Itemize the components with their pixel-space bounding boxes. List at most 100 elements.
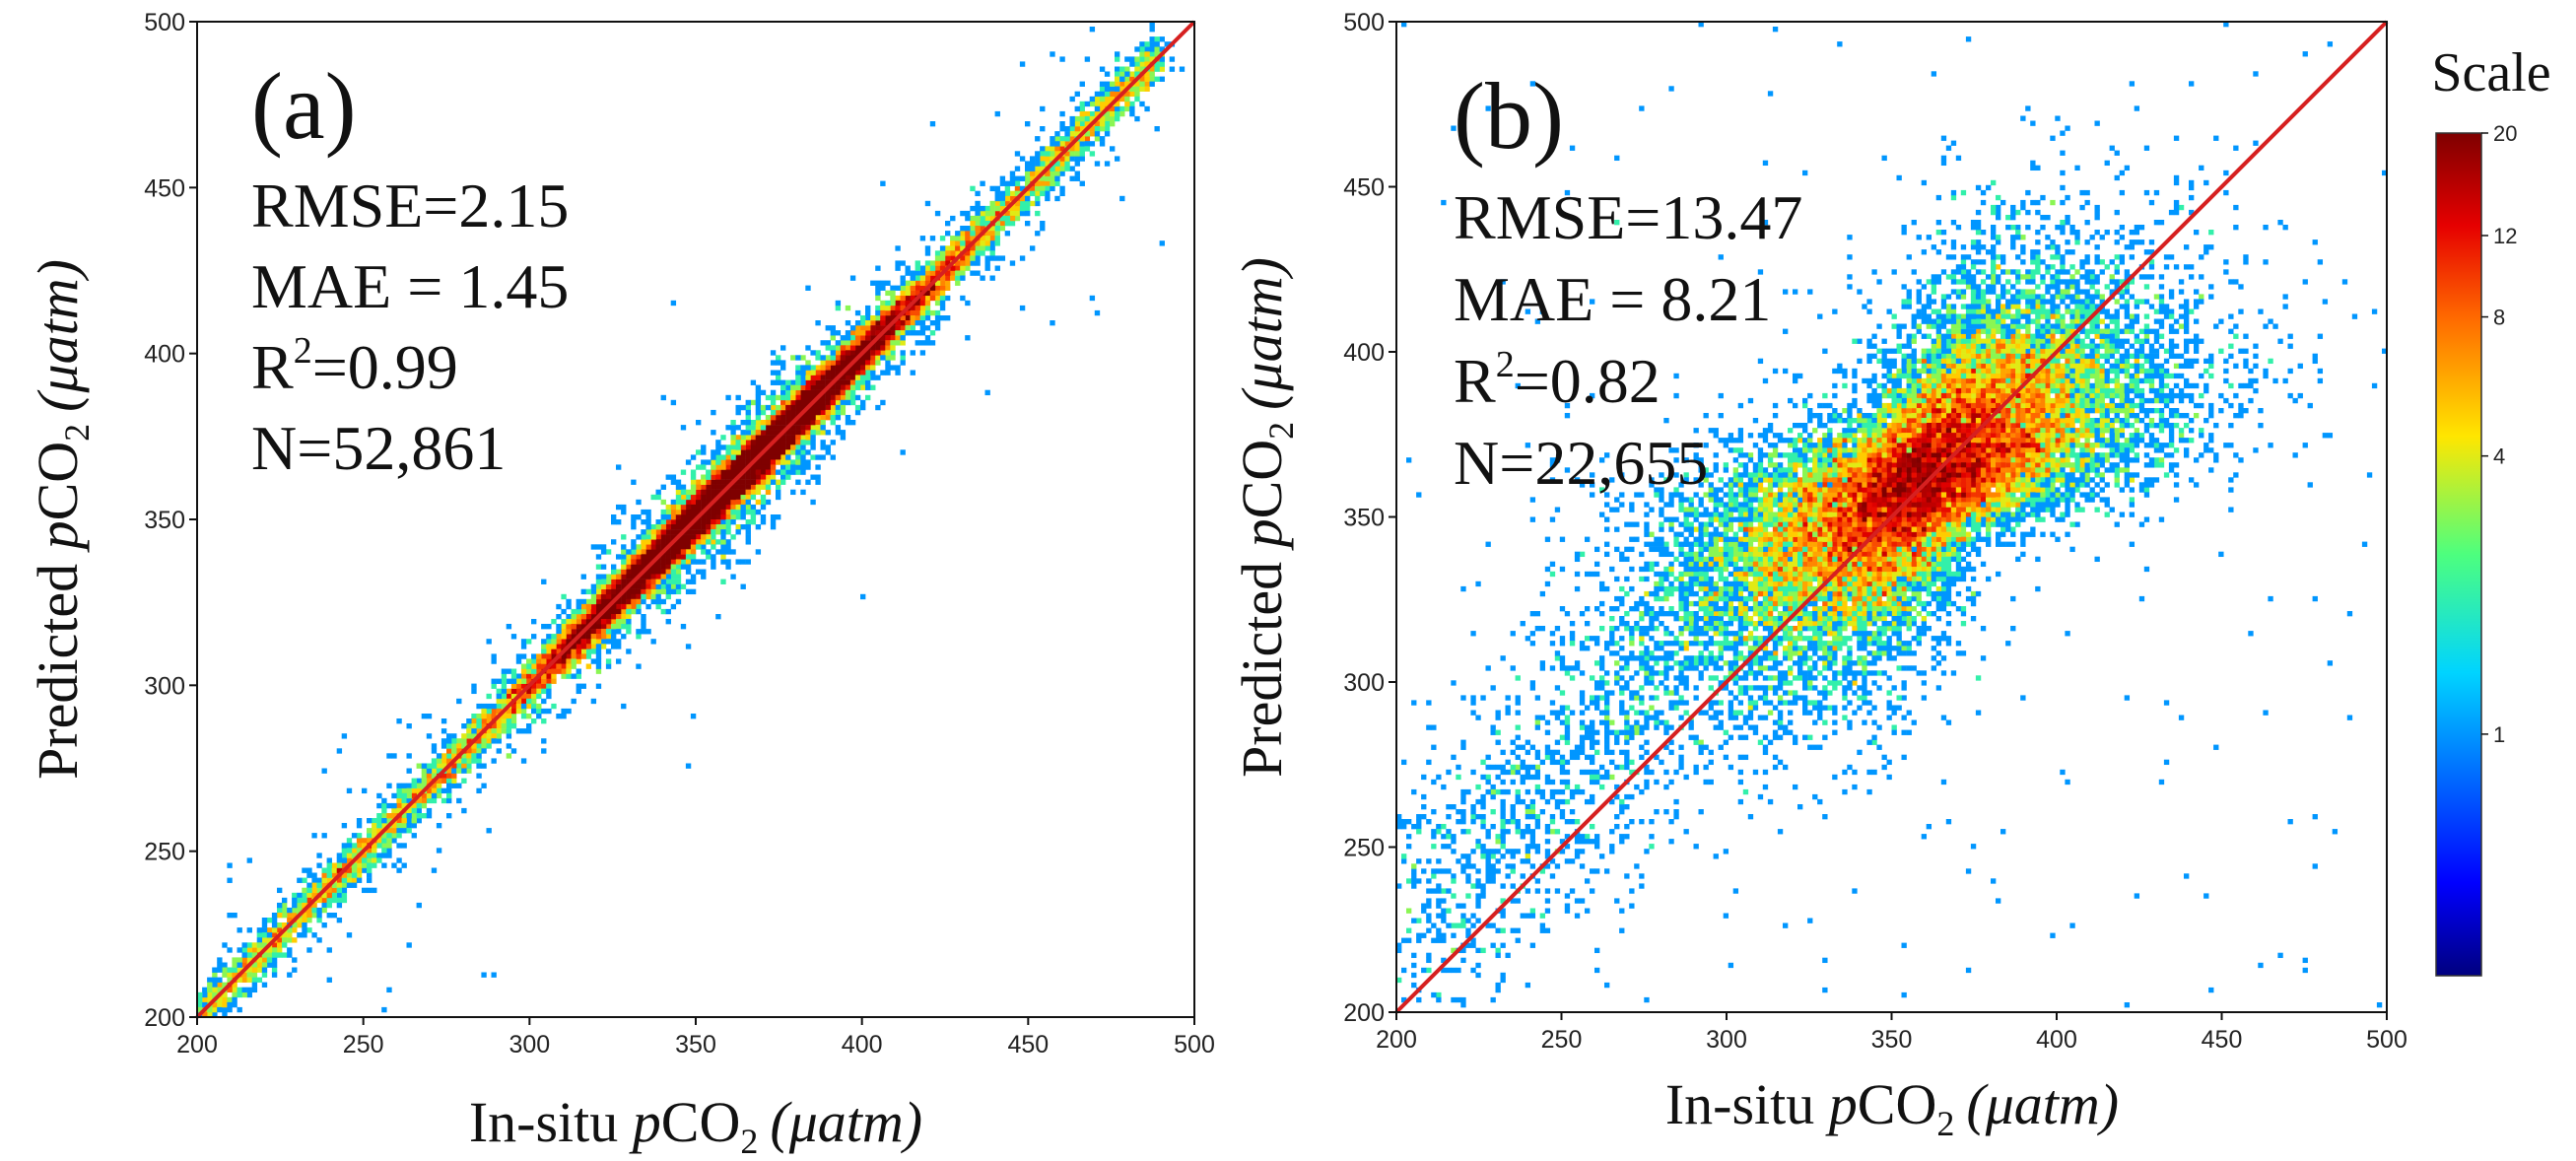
- density-cell: [1014, 200, 1021, 207]
- density-cell: [910, 270, 915, 276]
- density-cell: [636, 579, 642, 584]
- density-cell: [835, 360, 842, 366]
- density-cell: [2055, 516, 2061, 522]
- density-cell: [984, 260, 990, 266]
- density-cell: [1950, 462, 1957, 468]
- density-cell: [2005, 492, 2011, 498]
- density-cell: [1807, 580, 1813, 587]
- density-cell: [795, 435, 801, 441]
- density-cell: [765, 420, 772, 426]
- density-cell: [421, 802, 428, 809]
- density-cell: [670, 603, 677, 610]
- density-cell: [730, 519, 736, 525]
- density-cell: [970, 245, 976, 251]
- density-cell: [341, 887, 348, 894]
- density-cell: [600, 544, 607, 550]
- density-cell: [1960, 487, 1967, 493]
- density-cell: [1935, 477, 1942, 483]
- density-cell: [965, 250, 971, 256]
- density-cell: [1797, 492, 1803, 498]
- density-cell: [745, 489, 751, 496]
- density-cell: [197, 991, 203, 998]
- density-cell: [800, 440, 806, 445]
- density-cell: [870, 384, 876, 390]
- density-cell: [616, 464, 622, 470]
- density-cell: [785, 420, 791, 426]
- density-cell: [1955, 408, 1962, 414]
- density-cell: [895, 325, 901, 331]
- density-cell: [1827, 497, 1833, 503]
- density-cell: [1857, 576, 1863, 582]
- density-cell: [391, 828, 397, 834]
- density-cell: [1772, 675, 1779, 681]
- density-cell: [486, 639, 492, 645]
- density-cell: [706, 519, 712, 525]
- density-cell: [2025, 418, 2031, 424]
- density-cell: [1688, 502, 1694, 508]
- density-cell: [282, 952, 288, 958]
- density-cell: [1996, 428, 2001, 434]
- density-cell: [1817, 512, 1823, 517]
- density-cell: [1783, 700, 1789, 706]
- density-cell: [755, 474, 762, 480]
- panel-b: 200 250 300 350 400 450 5002002503003504004505…: [1230, 9, 2407, 1143]
- density-cell: [1115, 86, 1120, 92]
- density-cell: [701, 539, 707, 545]
- density-cell: [745, 479, 751, 485]
- density-cell: [890, 315, 896, 321]
- density-cell: [849, 275, 856, 281]
- density-cell: [416, 797, 422, 804]
- density-cell: [595, 634, 602, 640]
- density-cell: [706, 549, 712, 555]
- density-cell: [1862, 497, 1867, 503]
- density-cell: [2104, 160, 2110, 167]
- density-cell: [690, 524, 697, 530]
- density-cell: [680, 559, 687, 565]
- density-cell: [1732, 611, 1739, 617]
- density-cell: [2119, 428, 2126, 434]
- density-cell: [1926, 611, 1932, 617]
- density-cell: [725, 425, 731, 431]
- density-cell: [2010, 353, 2016, 360]
- density-cell: [1149, 46, 1155, 52]
- density-cell: [924, 275, 931, 281]
- density-cell: [975, 205, 981, 212]
- density-cell: [2194, 482, 2200, 488]
- density-cell: [1950, 443, 1957, 448]
- density-cell: [541, 639, 547, 645]
- density-cell: [950, 250, 956, 256]
- density-cell: [790, 355, 796, 361]
- density-cell: [256, 977, 263, 983]
- density-cell: [600, 588, 607, 595]
- density-cell: [2010, 368, 2016, 375]
- density-cell: [580, 649, 586, 654]
- density-cell: [1783, 611, 1789, 617]
- density-cell: [1862, 590, 1867, 597]
- density-cell: [406, 942, 412, 948]
- density-cell: [2124, 402, 2131, 409]
- density-cell: [476, 763, 482, 769]
- density-cell: [237, 962, 242, 968]
- density-cell: [725, 454, 731, 460]
- density-cell: [496, 698, 502, 705]
- density-cell: [367, 853, 373, 858]
- density-cell: [246, 957, 252, 963]
- density-cell: [1837, 462, 1843, 468]
- density-cell: [316, 897, 322, 904]
- density-cell: [1668, 585, 1674, 592]
- density-cell: [585, 639, 592, 645]
- density-cell: [1837, 507, 1843, 512]
- density-cell: [2030, 457, 2036, 463]
- density-cell: [611, 588, 617, 595]
- density-cell: [760, 494, 767, 501]
- density-cell: [785, 415, 791, 421]
- density-cell: [1991, 492, 1997, 498]
- density-cell: [2055, 377, 2061, 384]
- density-cell: [1159, 61, 1165, 67]
- density-cell: [910, 325, 915, 331]
- density-cell: [217, 957, 223, 963]
- density-cell: [1159, 36, 1165, 42]
- density-cell: [1901, 585, 1907, 592]
- density-cell: [2005, 472, 2011, 478]
- density-cell: [934, 290, 941, 297]
